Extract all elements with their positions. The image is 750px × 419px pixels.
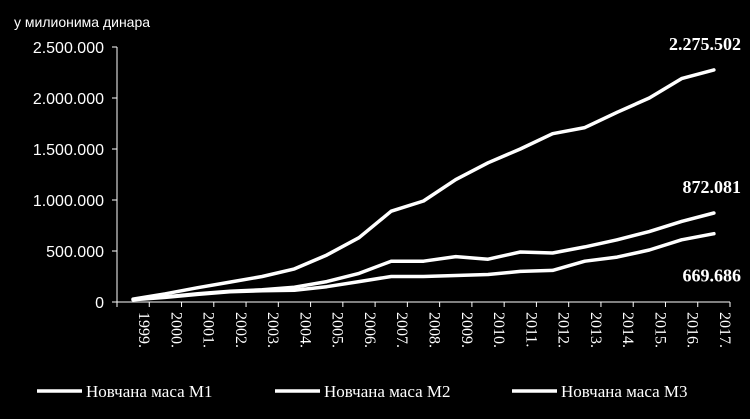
data-point bbox=[228, 280, 232, 284]
x-tick-label: 2016. bbox=[684, 312, 701, 348]
x-tick-label: 2011. bbox=[522, 312, 539, 347]
data-point bbox=[647, 248, 651, 252]
data-point bbox=[389, 275, 393, 278]
x-tick-label: 2010. bbox=[490, 312, 507, 348]
data-point bbox=[260, 288, 264, 292]
x-tick-label: 2014. bbox=[619, 312, 636, 348]
data-point bbox=[712, 68, 716, 72]
x-tick-label: 2001. bbox=[200, 312, 217, 348]
data-point bbox=[712, 211, 716, 215]
data-point bbox=[325, 253, 329, 257]
data-point bbox=[357, 271, 361, 275]
data-point bbox=[615, 110, 619, 114]
end-value-label: 872.081 bbox=[683, 177, 742, 197]
data-point bbox=[454, 273, 458, 277]
data-point bbox=[583, 259, 587, 263]
data-point bbox=[422, 199, 425, 203]
x-tick-label: 2013. bbox=[587, 312, 604, 348]
x-tick-label: 2003. bbox=[264, 312, 281, 348]
data-point bbox=[325, 280, 329, 284]
data-point bbox=[647, 96, 651, 100]
y-tick-label: 2.500.000 bbox=[33, 40, 104, 57]
x-tick-label: 2008. bbox=[426, 312, 443, 348]
y-axis-unit-label: у милионима динара bbox=[14, 14, 151, 30]
x-tick-label: 2005. bbox=[329, 312, 346, 348]
data-point bbox=[486, 272, 490, 276]
y-tick-label: 1.500.000 bbox=[33, 142, 104, 159]
x-tick-label: 2012. bbox=[555, 312, 572, 348]
legend-label: Новчана маса М3 bbox=[561, 382, 688, 401]
x-tick-label: 2017. bbox=[716, 312, 733, 348]
data-point bbox=[486, 257, 490, 261]
data-point bbox=[615, 238, 619, 242]
data-point bbox=[325, 285, 329, 289]
data-point bbox=[486, 161, 490, 165]
data-point bbox=[422, 275, 425, 278]
end-value-label: 2.275.502 bbox=[669, 34, 741, 54]
data-point bbox=[292, 267, 296, 271]
y-tick-label: 0 bbox=[95, 295, 104, 312]
series-line-3 bbox=[131, 68, 716, 301]
legend-label: Новчана маса М1 bbox=[86, 382, 213, 401]
data-point bbox=[454, 178, 458, 182]
data-point bbox=[518, 147, 522, 151]
data-point bbox=[712, 232, 716, 236]
data-point bbox=[551, 251, 555, 255]
data-point bbox=[454, 255, 458, 259]
x-tick-label: 2009. bbox=[458, 312, 475, 348]
data-point bbox=[551, 268, 555, 272]
data-point bbox=[163, 292, 167, 296]
data-point bbox=[292, 285, 296, 289]
data-point bbox=[680, 219, 684, 223]
x-tick-label: 2000. bbox=[167, 312, 184, 348]
data-point bbox=[583, 245, 587, 249]
x-tick-label: 2007. bbox=[393, 312, 410, 348]
data-point bbox=[357, 280, 361, 284]
data-point bbox=[615, 255, 619, 259]
data-point bbox=[260, 275, 264, 278]
data-point bbox=[680, 238, 684, 242]
y-tick-label: 500.000 bbox=[46, 244, 104, 261]
data-point bbox=[131, 297, 135, 301]
data-point bbox=[518, 250, 522, 254]
data-point bbox=[163, 295, 167, 299]
x-tick-label: 1999. bbox=[135, 312, 152, 348]
data-point bbox=[292, 288, 296, 292]
y-tick-label: 1.000.000 bbox=[33, 193, 104, 210]
data-point bbox=[389, 209, 393, 213]
data-point bbox=[196, 286, 200, 290]
data-point bbox=[647, 230, 651, 234]
x-tick-label: 2002. bbox=[232, 312, 249, 348]
data-point bbox=[583, 126, 587, 130]
x-tick-label: 2015. bbox=[651, 312, 668, 348]
series-line-1 bbox=[131, 231, 716, 302]
y-tick-label: 2.000.000 bbox=[33, 91, 104, 108]
end-value-label: 669.686 bbox=[683, 266, 742, 286]
data-point bbox=[196, 292, 200, 296]
data-point bbox=[357, 236, 361, 240]
x-tick-label: 2006. bbox=[361, 312, 378, 348]
x-tick-label: 2004. bbox=[296, 312, 313, 348]
data-point bbox=[518, 269, 522, 273]
data-point bbox=[680, 77, 684, 81]
data-point bbox=[551, 132, 555, 136]
data-point bbox=[228, 289, 232, 293]
legend-label: Новчана маса М2 bbox=[324, 382, 451, 401]
data-point bbox=[422, 259, 425, 263]
data-point bbox=[389, 259, 393, 263]
